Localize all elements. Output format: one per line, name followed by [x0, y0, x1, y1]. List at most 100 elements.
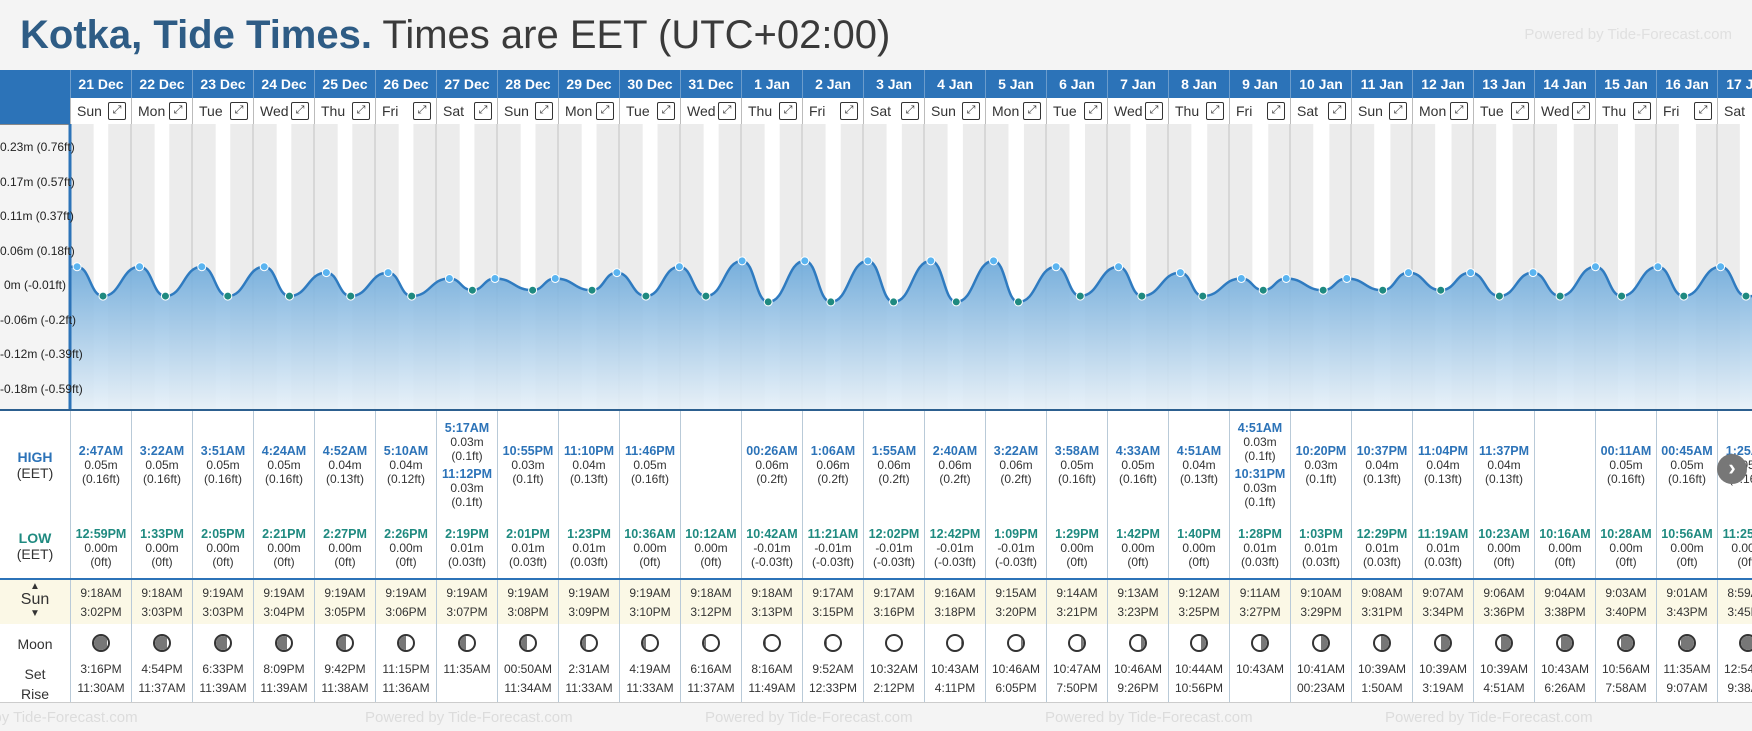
low-tide-point[interactable] — [1556, 292, 1564, 300]
high-tide-point[interactable] — [1343, 274, 1351, 282]
high-tide-point[interactable] — [136, 263, 144, 271]
expand-icon[interactable]: ⤢ — [1145, 102, 1163, 120]
low-tide-point[interactable] — [161, 292, 169, 300]
moon-phase-icon — [702, 634, 720, 652]
expand-icon[interactable]: ⤢ — [108, 102, 126, 120]
low-tide-point[interactable] — [702, 292, 710, 300]
expand-icon[interactable]: ⤢ — [1328, 102, 1346, 120]
expand-icon[interactable]: ⤢ — [1389, 102, 1407, 120]
high-tide-point[interactable] — [1467, 269, 1475, 277]
next-arrow-button[interactable]: › — [1717, 454, 1747, 484]
low-tide-point[interactable] — [642, 292, 650, 300]
low-tide-point[interactable] — [1437, 286, 1445, 294]
low-tide-point[interactable] — [224, 292, 232, 300]
expand-icon[interactable]: ⤢ — [291, 102, 309, 120]
expand-icon[interactable]: ⤢ — [169, 102, 187, 120]
expand-icon[interactable]: ⤢ — [1450, 102, 1468, 120]
high-tide-m: 0.05m — [1116, 458, 1160, 472]
low-tide-point[interactable] — [952, 298, 960, 306]
high-tide-point[interactable] — [1404, 269, 1412, 277]
expand-icon[interactable]: ⤢ — [779, 102, 797, 120]
expand-icon[interactable]: ⤢ — [1084, 102, 1102, 120]
low-tide-point[interactable] — [99, 292, 107, 300]
low-tide-point[interactable] — [764, 298, 772, 306]
high-tide-point[interactable] — [260, 263, 268, 271]
low-tide-point[interactable] — [827, 298, 835, 306]
high-tide-point[interactable] — [491, 274, 499, 282]
low-tide-point[interactable] — [1076, 292, 1084, 300]
moonrise-time: 00:23AM — [1291, 679, 1351, 698]
expand-icon[interactable]: ⤢ — [1633, 102, 1651, 120]
low-tide-point[interactable] — [1138, 292, 1146, 300]
moon-shadow — [1441, 636, 1450, 650]
low-tide-point[interactable] — [347, 292, 355, 300]
low-tide-point[interactable] — [1319, 286, 1327, 294]
high-tide-point[interactable] — [445, 274, 453, 282]
moon-shadow — [460, 636, 466, 650]
high-tide-point[interactable] — [1115, 263, 1123, 271]
expand-icon[interactable]: ⤢ — [1511, 102, 1529, 120]
expand-icon[interactable]: ⤢ — [535, 102, 553, 120]
low-tide-point[interactable] — [1618, 292, 1626, 300]
high-tide-point[interactable] — [613, 269, 621, 277]
low-tide-point[interactable] — [1680, 292, 1688, 300]
expand-icon[interactable]: ⤢ — [413, 102, 431, 120]
high-tide-point[interactable] — [675, 263, 683, 271]
low-tide-point[interactable] — [890, 298, 898, 306]
expand-icon[interactable]: ⤢ — [1206, 102, 1224, 120]
expand-icon[interactable]: ⤢ — [352, 102, 370, 120]
high-tide-point[interactable] — [1717, 263, 1725, 271]
high-tide-point[interactable] — [990, 257, 998, 265]
sunset-time: 3:16PM — [864, 603, 924, 622]
expand-icon[interactable]: ⤢ — [1694, 102, 1712, 120]
expand-icon[interactable]: ⤢ — [962, 102, 980, 120]
low-tide-point[interactable] — [285, 292, 293, 300]
high-tide-point[interactable] — [73, 263, 81, 271]
expand-icon[interactable]: ⤢ — [718, 102, 736, 120]
high-tide-point[interactable] — [384, 269, 392, 277]
high-tide-point[interactable] — [198, 263, 206, 271]
expand-icon[interactable]: ⤢ — [657, 102, 675, 120]
expand-icon[interactable]: ⤢ — [596, 102, 614, 120]
expand-icon[interactable]: ⤢ — [1023, 102, 1041, 120]
high-tide-m: 0.03m — [442, 481, 492, 495]
high-tide-point[interactable] — [738, 257, 746, 265]
low-tide-point[interactable] — [1379, 286, 1387, 294]
low-tide-point[interactable] — [1495, 292, 1503, 300]
low-tide-time: 12:59PM — [76, 527, 127, 541]
high-tide-point[interactable] — [1282, 274, 1290, 282]
low-tide-point[interactable] — [1199, 292, 1207, 300]
expand-icon[interactable]: ⤢ — [1572, 102, 1590, 120]
high-tide-point[interactable] — [1654, 263, 1662, 271]
high-tide-point[interactable] — [322, 269, 330, 277]
high-tide-point[interactable] — [1176, 269, 1184, 277]
low-tide-point[interactable] — [408, 292, 416, 300]
low-tide-point[interactable] — [588, 286, 596, 294]
high-tide-point[interactable] — [551, 274, 559, 282]
high-tide-point[interactable] — [1237, 274, 1245, 282]
high-tide-point[interactable] — [801, 257, 809, 265]
high-tide-point[interactable] — [1529, 269, 1537, 277]
expand-icon[interactable]: ⤢ — [1267, 102, 1285, 120]
sunrise-time: 9:15AM — [986, 584, 1046, 603]
date-header: 26 Dec — [375, 70, 436, 98]
expand-icon[interactable]: ⤢ — [901, 102, 919, 120]
low-tide-point[interactable] — [1742, 292, 1750, 300]
high-tide-point[interactable] — [1052, 263, 1060, 271]
expand-icon[interactable]: ⤢ — [474, 102, 492, 120]
expand-icon[interactable]: ⤢ — [230, 102, 248, 120]
low-tide-point[interactable] — [1259, 286, 1267, 294]
high-tide-point[interactable] — [1591, 263, 1599, 271]
high-tide-point[interactable] — [927, 257, 935, 265]
low-tide-point[interactable] — [468, 286, 476, 294]
high-tide-point[interactable] — [864, 257, 872, 265]
expand-icon[interactable]: ⤢ — [840, 102, 858, 120]
sun-sort-toggle[interactable]: ▲ Sun ▼ — [0, 580, 70, 626]
low-tide-point[interactable] — [1014, 298, 1022, 306]
low-tide-point[interactable] — [529, 286, 537, 294]
